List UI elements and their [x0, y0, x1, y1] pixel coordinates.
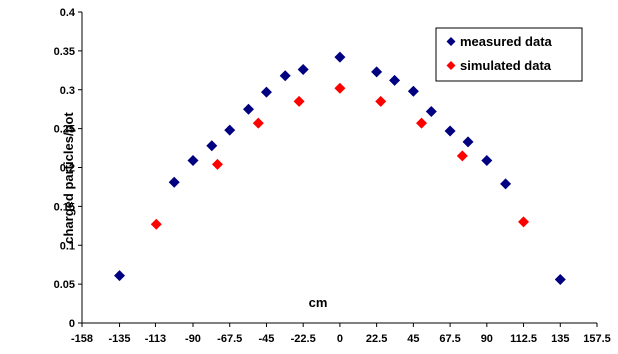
measured-data-point	[279, 70, 291, 82]
measured-data-point	[168, 176, 180, 188]
y-tick-label: 0.3	[60, 85, 75, 97]
legend-marker-measured	[446, 37, 456, 46]
x-tick-label: -158	[71, 333, 93, 345]
legend: measured data simulated data	[435, 27, 583, 82]
y-tick-label: 0.05	[54, 279, 75, 291]
x-axis-ticks: -158 -135 -113 -90 -67.5 -45 -22.5 0 22.5 45 67.5 9…	[71, 323, 611, 345]
y-axis-title: charged particles/pot	[61, 112, 76, 244]
x-tick-label: 45	[407, 333, 419, 345]
measured-data-point	[425, 106, 437, 118]
simulated-data-point	[293, 95, 305, 107]
x-tick-label: 67.5	[439, 333, 460, 345]
x-tick-label: 157.5	[583, 333, 611, 345]
x-tick-label: -90	[185, 333, 201, 345]
y-axis-ticks: 0 0.05 0.1 0.15 0.2 0.25 0.3 0.35 0.4	[54, 7, 82, 330]
x-tick-label: 90	[481, 333, 493, 345]
y-tick-label: 0.1	[60, 240, 75, 252]
measured-data-point	[500, 178, 512, 190]
x-tick-label: 0	[337, 333, 343, 345]
legend-label-measured: measured data	[460, 34, 553, 49]
series-1-points	[150, 82, 530, 230]
x-tick-label: 112.5	[510, 333, 537, 345]
measured-data-point	[206, 140, 218, 152]
y-tick-label: 0.35	[54, 46, 75, 58]
y-tick-label: 0.2	[60, 163, 75, 175]
measured-data-point	[554, 273, 566, 285]
simulated-data-point	[416, 117, 428, 129]
measured-data-point	[444, 125, 456, 137]
legend-box	[435, 27, 583, 82]
simulated-data-point	[211, 158, 223, 170]
x-tick-label: 22.5	[366, 333, 387, 345]
measured-data-point	[371, 66, 383, 78]
x-tick-label: -67.5	[217, 333, 242, 345]
x-tick-label: -45	[259, 333, 275, 345]
legend-label-simulated: simulated data	[460, 58, 552, 73]
measured-data-point	[462, 136, 474, 148]
x-axis-title: cm	[309, 295, 328, 310]
measured-data-point	[334, 51, 346, 63]
simulated-data-point	[456, 150, 468, 162]
measured-data-point	[389, 74, 401, 86]
x-tick-label: -113	[145, 333, 166, 345]
simulated-data-point	[334, 82, 346, 94]
data-points	[114, 51, 566, 285]
simulated-data-point	[252, 117, 264, 129]
measured-data-point	[187, 155, 199, 167]
series-0-points	[114, 51, 566, 285]
legend-marker-simulated	[446, 61, 456, 70]
measured-data-point	[260, 86, 272, 98]
simulated-data-point	[150, 218, 162, 230]
y-tick-label: 0.15	[54, 201, 75, 213]
x-tick-label: -22.5	[291, 333, 316, 345]
measured-data-point	[114, 270, 126, 282]
measured-data-point	[224, 124, 236, 136]
simulated-data-point	[518, 216, 530, 228]
measured-data-point	[481, 155, 493, 167]
x-tick-label: 135	[551, 333, 569, 345]
y-tick-label: 0	[69, 318, 75, 330]
measured-data-point	[242, 103, 254, 115]
measured-data-point	[297, 64, 309, 76]
y-tick-label: 0.4	[60, 7, 76, 19]
y-tick-label: 0.25	[54, 124, 75, 136]
x-tick-label: -135	[109, 333, 131, 345]
measured-data-point	[407, 85, 419, 97]
simulated-data-point	[375, 95, 387, 107]
